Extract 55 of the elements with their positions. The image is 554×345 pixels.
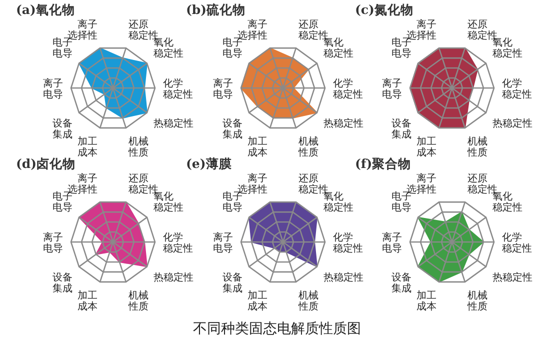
spoke-label: 离子选择性: [406, 18, 437, 42]
spoke-label: 机械性质: [127, 290, 148, 313]
spoke-label: 化学稳定性: [163, 232, 193, 254]
spoke-label: 氧化稳定性: [153, 190, 184, 214]
spoke-label: 氧化稳定性: [153, 36, 184, 60]
spoke-label: 设备集成: [392, 117, 412, 140]
spoke-label: 加工成本: [78, 290, 98, 313]
spoke-label: 加工成本: [416, 290, 437, 313]
spoke-label: 化学稳定性: [333, 232, 363, 254]
spoke-label: 机械性质: [466, 136, 488, 159]
spoke-label: 热稳定性: [492, 271, 532, 284]
spoke-label: 离子电导: [43, 78, 63, 100]
spoke-label: 离子电导: [382, 78, 402, 100]
spoke-label: 热稳定性: [153, 117, 194, 130]
spoke-label: 机械性质: [297, 290, 318, 313]
chart-title: (f)聚合物: [355, 156, 412, 171]
spoke-label: 氧化稳定性: [323, 36, 354, 60]
spoke-label: 加工成本: [248, 290, 268, 313]
spoke-label: 离子选择性: [238, 172, 268, 196]
spoke-label: 热稳定性: [323, 271, 364, 284]
spoke-label: 设备集成: [222, 117, 243, 140]
spoke-label: 离子选择性: [68, 18, 98, 42]
spoke-label: 离子电导: [213, 232, 233, 254]
spoke-label: 设备集成: [222, 271, 243, 294]
spoke-label: 加工成本: [78, 136, 98, 159]
spoke-label: 机械性质: [297, 136, 318, 159]
spoke-label: 机械性质: [466, 290, 488, 313]
text: 不同种类固态电解质性质图: [193, 321, 361, 337]
spoke-label: 化学稳定性: [333, 78, 363, 100]
spoke-label: 离子选择性: [68, 172, 98, 196]
spoke-label: 热稳定性: [153, 271, 194, 284]
spoke-label: 氧化稳定性: [323, 190, 354, 214]
spoke-label: 离子电导: [382, 232, 402, 254]
spoke-label: 化学稳定性: [502, 232, 532, 254]
spoke-label: 离子电导: [43, 232, 63, 254]
chart-title: (c)氮化物: [355, 2, 414, 17]
spoke-label: 设备集成: [52, 271, 73, 294]
spoke-label: 化学稳定性: [163, 78, 193, 100]
spoke-label: 热稳定性: [492, 117, 532, 130]
spoke-label: 离子选择性: [406, 172, 437, 196]
spoke-label: 化学稳定性: [502, 78, 532, 100]
spoke-label: 离子电导: [213, 78, 233, 100]
spoke-label: 离子选择性: [238, 18, 268, 42]
spoke-label: 氧化稳定性: [492, 36, 522, 60]
spoke-label: 加工成本: [416, 136, 437, 159]
spoke-label: 氧化稳定性: [492, 190, 522, 214]
spoke-label: 设备集成: [392, 271, 412, 294]
spoke-label: 加工成本: [248, 136, 268, 159]
chart-title: (b)硫化物: [186, 2, 246, 17]
spoke-label: 机械性质: [127, 136, 148, 159]
chart-title: (d)卤化物: [16, 156, 76, 171]
spoke-label: 热稳定性: [323, 117, 364, 130]
chart-title: (e)薄膜: [186, 156, 232, 171]
chart-title: (a)氧化物: [16, 2, 75, 17]
spoke-label: 设备集成: [52, 117, 73, 140]
